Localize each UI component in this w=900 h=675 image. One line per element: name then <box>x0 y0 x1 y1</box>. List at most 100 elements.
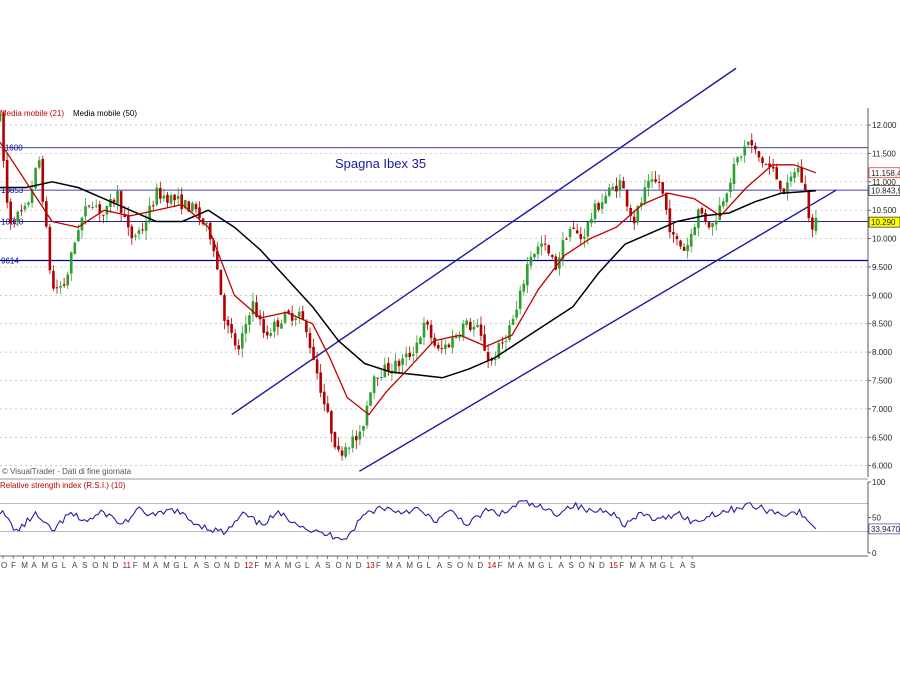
candle-body <box>497 343 501 359</box>
candle-body <box>294 318 298 320</box>
y-tick-label: 8.500 <box>872 320 893 329</box>
candle-body <box>522 283 526 292</box>
candle-body <box>465 320 469 325</box>
candle-body <box>746 141 750 145</box>
x-tick-label: M <box>265 561 272 570</box>
rsi-axis: 100 50 0 <box>867 478 886 558</box>
x-tick-label: A <box>396 561 402 570</box>
legend-ma21: Media mobile (21) <box>0 109 64 118</box>
candle-body <box>579 234 583 240</box>
x-tick-label: 11 <box>123 561 132 570</box>
candle-body <box>661 182 665 194</box>
candle-body <box>137 230 141 234</box>
candle-body <box>540 243 543 247</box>
candle-body <box>615 185 618 192</box>
x-tick-label: A <box>72 561 78 570</box>
candle-body <box>223 295 226 321</box>
x-tick-label: D <box>356 561 362 570</box>
candle-body <box>793 172 796 178</box>
candle-body <box>116 191 119 204</box>
candle-body <box>20 210 23 212</box>
candle-body <box>640 202 643 207</box>
level-label: 11600 <box>1 144 23 153</box>
x-tick-label: S <box>569 561 574 570</box>
x-tick-label: M <box>285 561 292 570</box>
candle-body <box>273 321 276 332</box>
x-tick-label: A <box>31 561 37 570</box>
x-tick-label: G <box>52 561 58 570</box>
candle-body <box>183 199 187 209</box>
candle-body <box>565 238 568 240</box>
candle-body <box>764 164 768 166</box>
x-tick-label: F <box>133 561 138 570</box>
rsi-tag-box <box>868 523 900 535</box>
candle-body <box>796 167 800 173</box>
candle-body <box>754 145 757 150</box>
x-tick-label: N <box>589 561 595 570</box>
candle-body <box>657 181 661 183</box>
candle-body <box>472 326 476 330</box>
candle-body <box>134 235 137 237</box>
price-tag-box <box>868 167 900 179</box>
price-tags: 11.158,4 10.843,9 10.290 <box>868 167 900 228</box>
candle-body <box>672 232 675 235</box>
candle-body <box>180 194 184 210</box>
level-label: 10300 <box>1 218 24 227</box>
candle-body <box>729 182 732 192</box>
candle-body <box>176 196 180 200</box>
candle-body <box>803 184 807 191</box>
candle-body <box>337 445 340 450</box>
x-tick-label: S <box>690 561 695 570</box>
candle-body <box>251 301 255 315</box>
level-label: 10853 <box>1 186 24 195</box>
x-tick-label: 12 <box>244 561 253 570</box>
candle-body <box>151 205 155 207</box>
candle-body <box>811 217 814 230</box>
candle-body <box>461 323 465 337</box>
candle-body <box>319 372 322 393</box>
candle-body <box>351 436 355 448</box>
level-label: 9614 <box>1 256 19 265</box>
candle-body <box>155 187 159 205</box>
candle-body <box>675 236 679 240</box>
candle-body <box>301 311 305 320</box>
candle-body <box>66 274 69 286</box>
candle-body <box>102 214 105 216</box>
candle-body <box>201 218 205 224</box>
candle-body <box>757 151 761 158</box>
candle-body <box>62 284 66 286</box>
candle-body <box>119 191 123 213</box>
x-tick-label: N <box>467 561 473 570</box>
candle-body <box>778 180 782 189</box>
price-tag-box <box>868 185 900 196</box>
x-tick-label: M <box>508 561 515 570</box>
x-tick-label: N <box>346 561 352 570</box>
x-tick-label: O <box>579 561 585 570</box>
x-tick-label: M <box>406 561 413 570</box>
candle-body <box>650 179 654 182</box>
candle-body <box>558 257 561 269</box>
x-tick-label: A <box>437 561 443 570</box>
legend-ma50: Media mobile (50) <box>73 109 137 118</box>
candle-body <box>771 166 775 169</box>
candle-body <box>668 208 672 233</box>
candle-body <box>433 337 436 346</box>
time-axis: O F M A M G L A S O N D 11 F M A M G L A S O N D 12 F M A M G L A S O N D 13… <box>0 555 868 570</box>
candle-body <box>447 344 451 348</box>
candle-body <box>600 202 604 209</box>
x-tick-label: A <box>153 561 159 570</box>
candle-body <box>714 220 718 225</box>
x-tick-label: 14 <box>487 561 496 570</box>
candle-body <box>130 226 134 239</box>
candle-body <box>789 176 793 182</box>
candle-body <box>800 167 803 183</box>
candle-body <box>69 252 73 274</box>
x-tick-label: L <box>305 561 310 570</box>
candle-body <box>376 377 379 379</box>
rsi-y-tick-label: 50 <box>872 514 881 523</box>
x-tick-label: M <box>163 561 170 570</box>
candle-body <box>550 255 554 258</box>
y-tick-label: 10.500 <box>872 206 897 215</box>
candle-body <box>654 179 657 182</box>
x-tick-label: D <box>234 561 240 570</box>
